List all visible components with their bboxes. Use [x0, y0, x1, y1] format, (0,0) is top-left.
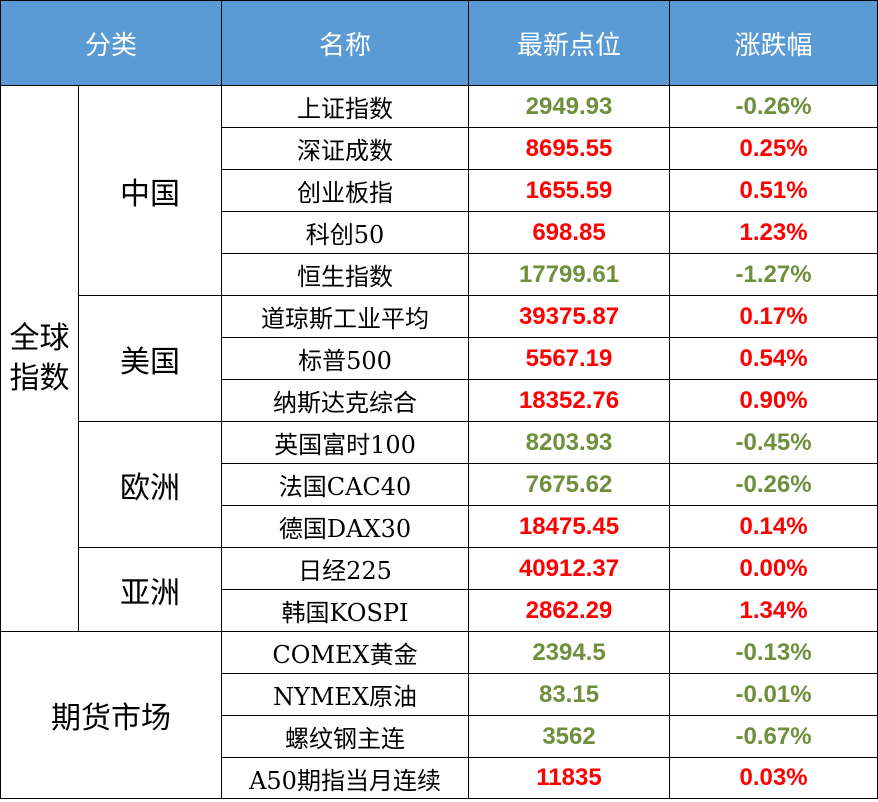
index-name: 恒生指数 [221, 253, 470, 296]
table-row: 德国DAX30 18475.45 0.14% [1, 505, 878, 548]
index-change: 0.00% [669, 547, 878, 590]
index-value: 83.15 [468, 673, 671, 716]
table-row: 全球指数 中国 上证指数 2949.93 -0.26% [0, 85, 878, 632]
region-europe: 欧洲 [77, 421, 223, 548]
index-name: A50期指当月连续 [221, 757, 470, 799]
index-change: 0.90% [669, 379, 878, 422]
index-change: 0.54% [669, 337, 878, 380]
index-name: 德国DAX30 [221, 505, 470, 548]
index-value: 2394.5 [468, 631, 671, 674]
table-row: 亚洲 日经225 40912.37 0.00% [1, 547, 878, 632]
region-usa: 美国 [77, 295, 223, 422]
index-value: 17799.61 [468, 253, 671, 296]
index-name: 科创50 [221, 211, 470, 254]
header-latest: 最新点位 [468, 0, 671, 86]
group-futures: 期货市场 [0, 631, 223, 799]
index-value: 8203.93 [468, 421, 671, 464]
index-value: 18352.76 [468, 379, 671, 422]
table-row: 法国CAC40 7675.62 -0.26% [1, 463, 878, 506]
index-value: 2949.93 [468, 85, 671, 128]
index-value: 7675.62 [468, 463, 671, 506]
index-change: -0.45% [669, 421, 878, 464]
index-value: 2862.29 [468, 589, 671, 632]
table-row: 深证成数 8695.55 0.25% [1, 127, 878, 170]
index-name: 螺纹钢主连 [221, 715, 470, 758]
index-change: -1.27% [669, 253, 878, 296]
header-name: 名称 [221, 0, 470, 86]
index-change: -0.26% [669, 463, 878, 506]
index-change: 1.23% [669, 211, 878, 254]
index-change: -0.26% [669, 85, 878, 128]
index-value: 3562 [468, 715, 671, 758]
index-value: 11835 [468, 757, 671, 799]
index-name: 法国CAC40 [221, 463, 470, 506]
index-name: 日经225 [221, 547, 470, 590]
index-change: 0.03% [669, 757, 878, 799]
table-row: 韩国KOSPI 2862.29 1.34% [1, 589, 878, 632]
index-value: 5567.19 [468, 337, 671, 380]
index-change: 0.51% [669, 169, 878, 212]
index-change: -0.67% [669, 715, 878, 758]
index-change: -0.13% [669, 631, 878, 674]
table-row: 纳斯达克综合 18352.76 0.90% [1, 379, 878, 422]
region-china: 中国 [77, 85, 223, 296]
group-global: 全球指数 [0, 85, 79, 632]
index-value: 18475.45 [468, 505, 671, 548]
index-value: 40912.37 [468, 547, 671, 590]
index-name: 英国富时100 [221, 421, 470, 464]
index-name: 创业板指 [221, 169, 470, 212]
index-name: NYMEX原油 [221, 673, 470, 716]
table-row: 恒生指数 17799.61 -1.27% [1, 253, 878, 296]
index-value: 698.85 [468, 211, 671, 254]
index-name: 上证指数 [221, 85, 470, 128]
header-change: 涨跌幅 [669, 0, 878, 86]
index-name: 标普500 [221, 337, 470, 380]
index-change: 0.25% [669, 127, 878, 170]
region-asia: 亚洲 [77, 547, 223, 632]
index-name: 纳斯达克综合 [221, 379, 470, 422]
table-row: 标普500 5567.19 0.54% [1, 337, 878, 380]
index-change: 1.34% [669, 589, 878, 632]
index-name: COMEX黄金 [221, 631, 470, 674]
index-value: 39375.87 [468, 295, 671, 338]
index-value: 8695.55 [468, 127, 671, 170]
table-row: 螺纹钢主连 3562 -0.67% [1, 715, 878, 758]
table-row: 美国 道琼斯工业平均 39375.87 0.17% [1, 295, 878, 422]
header-row: 分类 名称 最新点位 涨跌幅 [0, 0, 878, 86]
index-name: 道琼斯工业平均 [221, 295, 470, 338]
table-row: 期货市场 COMEX黄金 2394.5 -0.13% [0, 631, 878, 799]
table-row: 欧洲 英国富时100 8203.93 -0.45% [1, 421, 878, 548]
index-name: 韩国KOSPI [221, 589, 470, 632]
header-category: 分类 [0, 0, 223, 86]
index-change: -0.01% [669, 673, 878, 716]
index-change: 0.14% [669, 505, 878, 548]
index-name: 深证成数 [221, 127, 470, 170]
index-value: 1655.59 [468, 169, 671, 212]
table-row: A50期指当月连续 11835 0.03% [1, 757, 878, 799]
index-change: 0.17% [669, 295, 878, 338]
